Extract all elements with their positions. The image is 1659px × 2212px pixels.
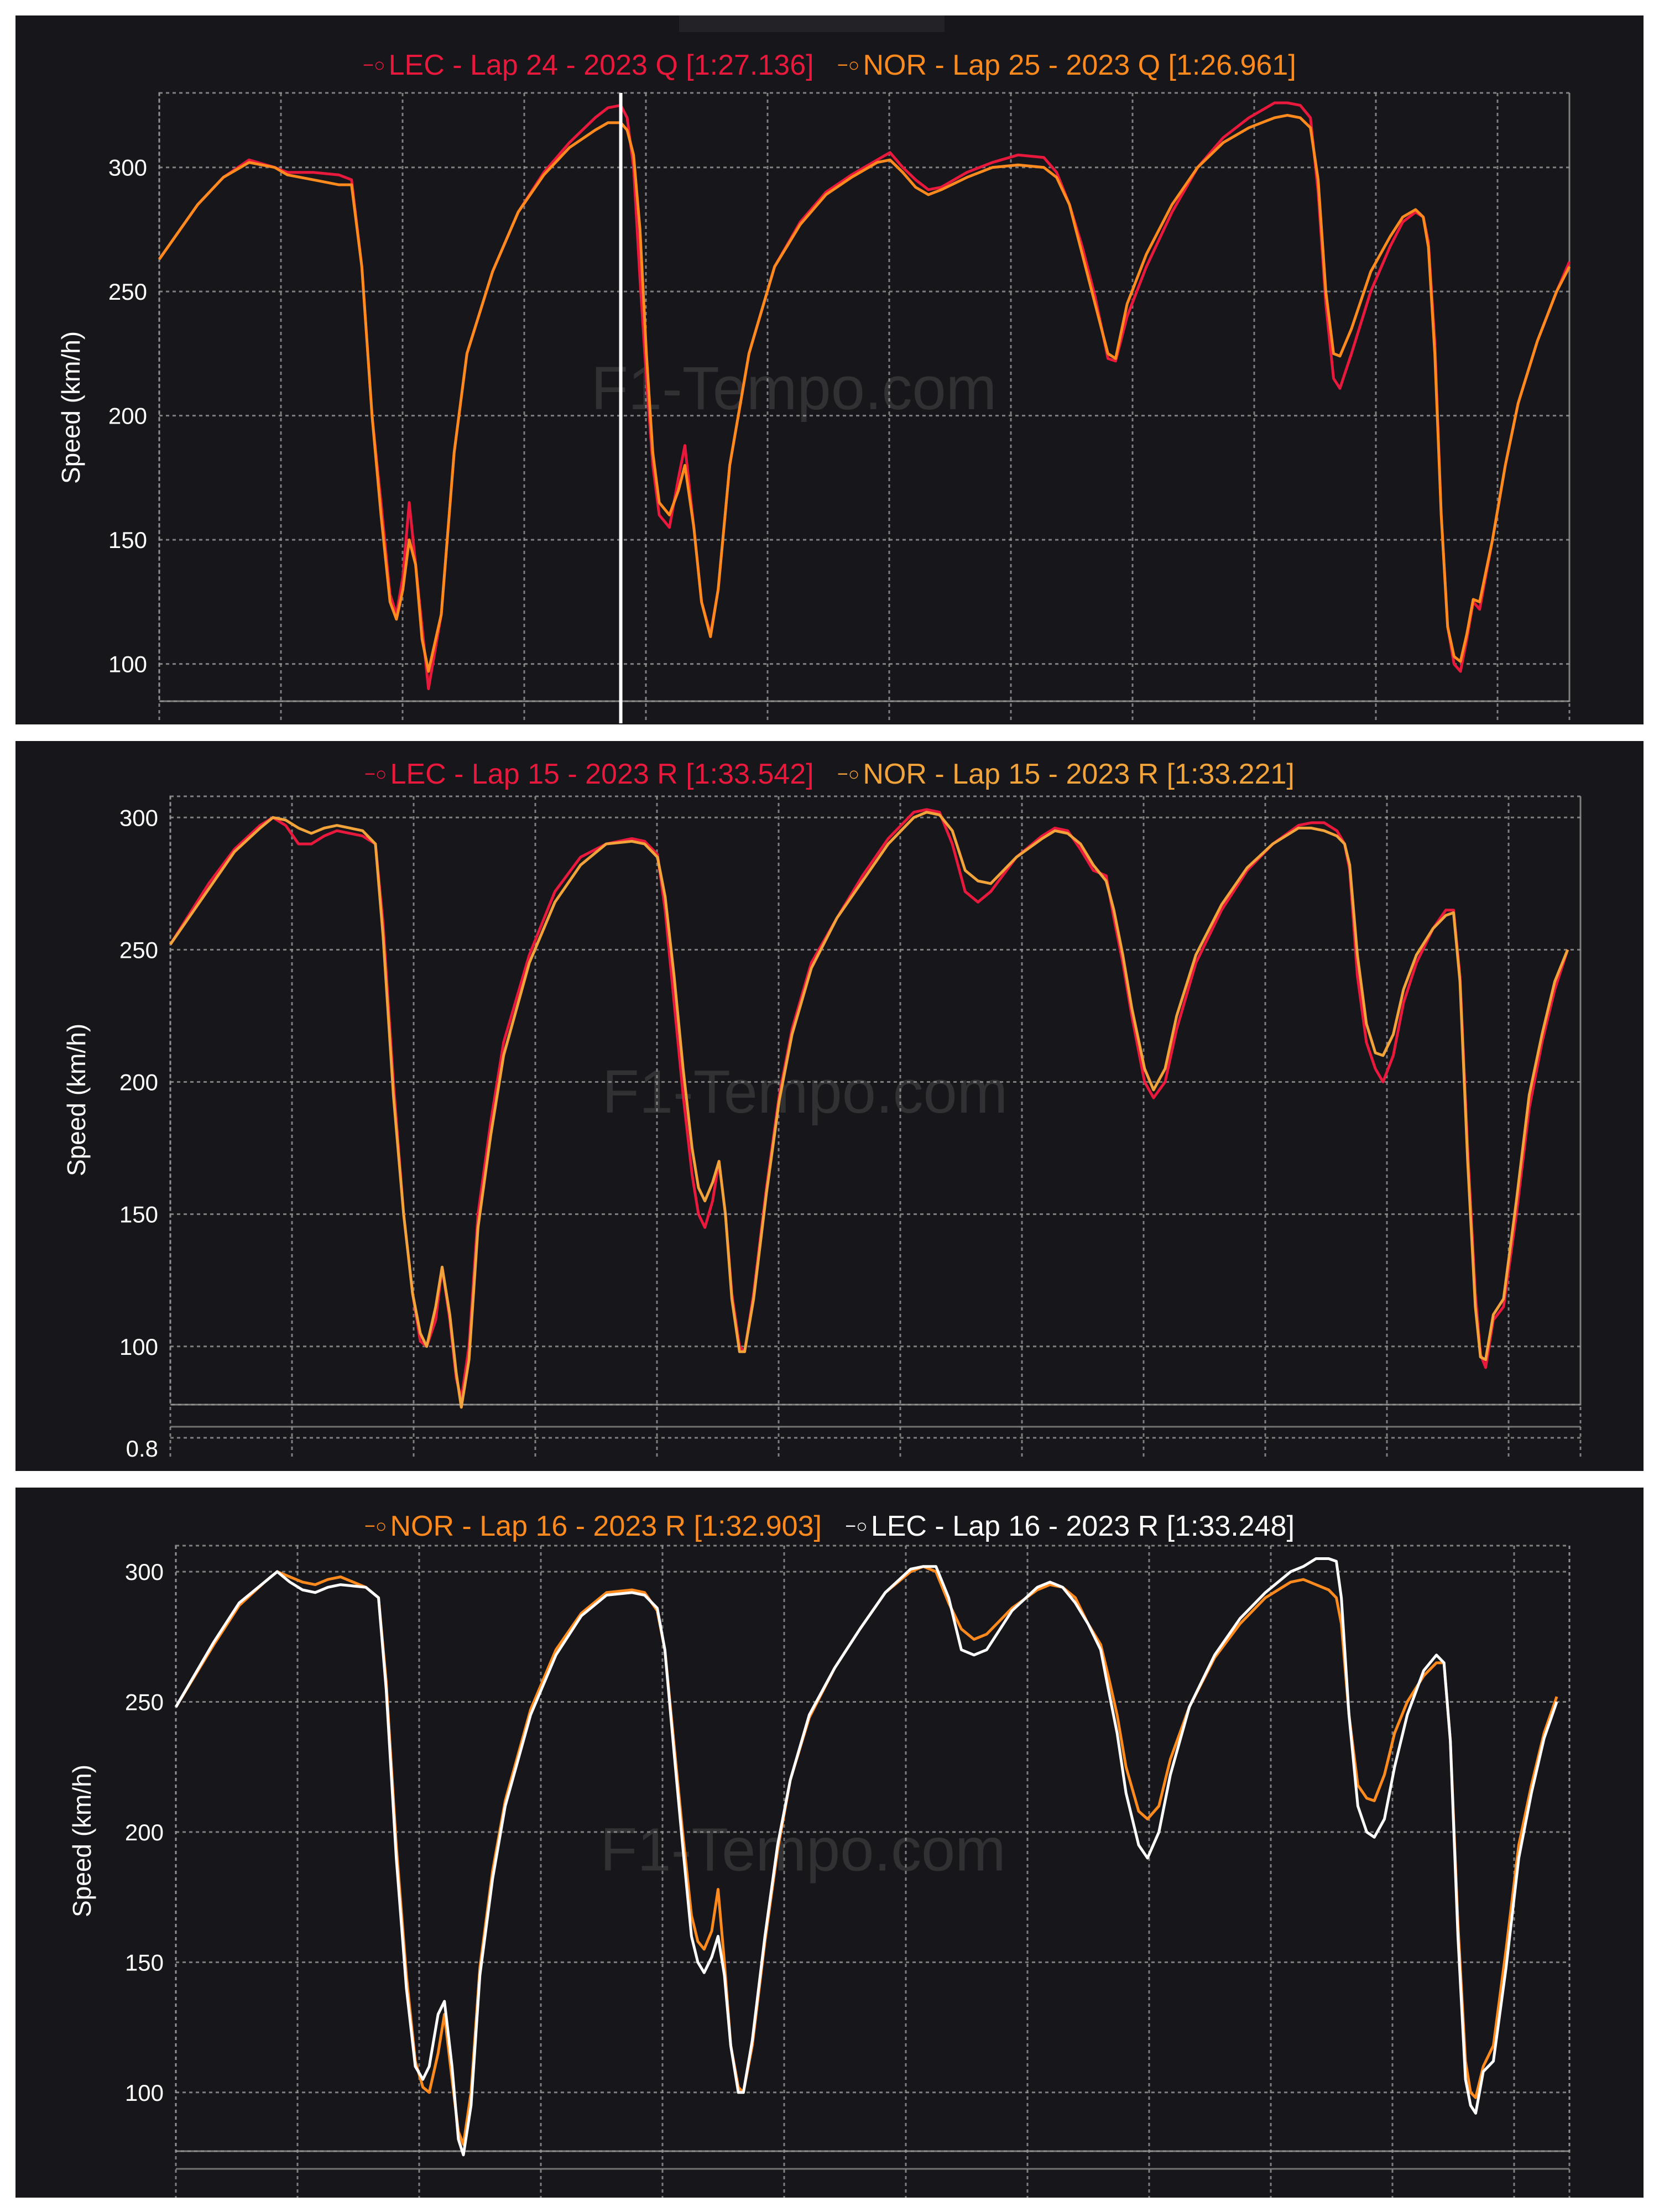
y-tick-label: 100 — [108, 651, 147, 677]
chart-legend: −○ LEC - Lap 15 - 2023 R [1:33.542] −○ NOR… — [15, 758, 1644, 791]
legend-item-lec[interactable]: −○ LEC - Lap 24 - 2023 Q [1:27.136] — [363, 49, 813, 82]
series-line-1 — [174, 1557, 1558, 2157]
watermark-text: F1-Tempo.com — [602, 1058, 1008, 1126]
chart-legend: −○ LEC - Lap 24 - 2023 Q [1:27.136] −○ NOR… — [15, 49, 1644, 82]
speed-chart-2[interactable]: F1-Tempo.com 100 150 200 250 300 0.8 — [15, 741, 1644, 1471]
speed-chart-1[interactable]: F1-Tempo.com 100 150 200 250 300 — [15, 15, 1644, 724]
legend-marker-icon: −○ — [364, 1516, 387, 1537]
y-tick-label: 100 — [125, 2080, 164, 2106]
panel-top-bar — [679, 15, 945, 32]
y-tick-label: 200 — [125, 1819, 164, 1845]
legend-label: LEC - Lap 24 - 2023 Q [1:27.136] — [388, 49, 814, 81]
legend-marker-icon: −○ — [845, 1516, 868, 1537]
speed-chart-3[interactable]: F1-Tempo.com 100 150 200 250 300 — [15, 1488, 1644, 2198]
watermark-text: F1-Tempo.com — [591, 354, 997, 422]
legend-item-nor[interactable]: −○ NOR - Lap 16 - 2023 R [1:32.903] — [364, 1510, 822, 1543]
y-tick-label: 250 — [108, 279, 147, 305]
y-tick-label: 150 — [108, 527, 147, 553]
legend-label: LEC - Lap 16 - 2023 R [1:33.248] — [870, 1510, 1295, 1542]
legend-label: NOR - Lap 16 - 2023 R [1:32.903] — [390, 1510, 822, 1542]
legend-marker-icon: −○ — [363, 55, 385, 76]
y-tick-label: 100 — [119, 1334, 158, 1360]
y-tick-label: 300 — [119, 805, 158, 831]
y-tick-label: 300 — [125, 1559, 164, 1585]
chart-legend: −○ NOR - Lap 16 - 2023 R [1:32.903] −○ LEC… — [15, 1510, 1644, 1543]
speed-chart-panel-2: −○ LEC - Lap 15 - 2023 R [1:33.542] −○ NOR… — [15, 741, 1644, 1471]
y-tick-label: 250 — [125, 1689, 164, 1715]
y-tick-label: 300 — [108, 155, 147, 181]
series-line-0 — [169, 808, 1569, 1401]
series-line-1 — [169, 811, 1569, 1409]
y-tick-label: 250 — [119, 937, 158, 963]
legend-item-nor[interactable]: −○ NOR - Lap 15 - 2023 R [1:33.221] — [837, 758, 1295, 791]
legend-label: NOR - Lap 25 - 2023 Q [1:26.961] — [863, 49, 1296, 81]
legend-label: NOR - Lap 15 - 2023 R [1:33.221] — [863, 758, 1295, 790]
legend-item-nor[interactable]: −○ NOR - Lap 25 - 2023 Q [1:26.961] — [837, 49, 1296, 82]
subplot-tick-label: 0.8 — [126, 1436, 158, 1462]
legend-item-lec[interactable]: −○ LEC - Lap 16 - 2023 R [1:33.248] — [845, 1510, 1294, 1543]
legend-marker-icon: −○ — [364, 764, 387, 785]
legend-item-lec[interactable]: −○ LEC - Lap 15 - 2023 R [1:33.542] — [364, 758, 813, 791]
y-tick-label: 200 — [119, 1070, 158, 1095]
y-tick-label: 150 — [119, 1202, 158, 1228]
watermark-text: F1-Tempo.com — [600, 1816, 1006, 1884]
legend-label: LEC - Lap 15 - 2023 R [1:33.542] — [390, 758, 814, 790]
y-tick-label: 150 — [125, 1949, 164, 1975]
legend-marker-icon: −○ — [837, 55, 860, 76]
speed-chart-panel-1: −○ LEC - Lap 24 - 2023 Q [1:27.136] −○ NOR… — [15, 15, 1644, 724]
y-tick-label: 200 — [108, 403, 147, 429]
legend-marker-icon: −○ — [837, 764, 860, 785]
speed-chart-panel-3: −○ NOR - Lap 16 - 2023 R [1:32.903] −○ LEC… — [15, 1488, 1644, 2198]
series-line-1 — [158, 113, 1571, 673]
